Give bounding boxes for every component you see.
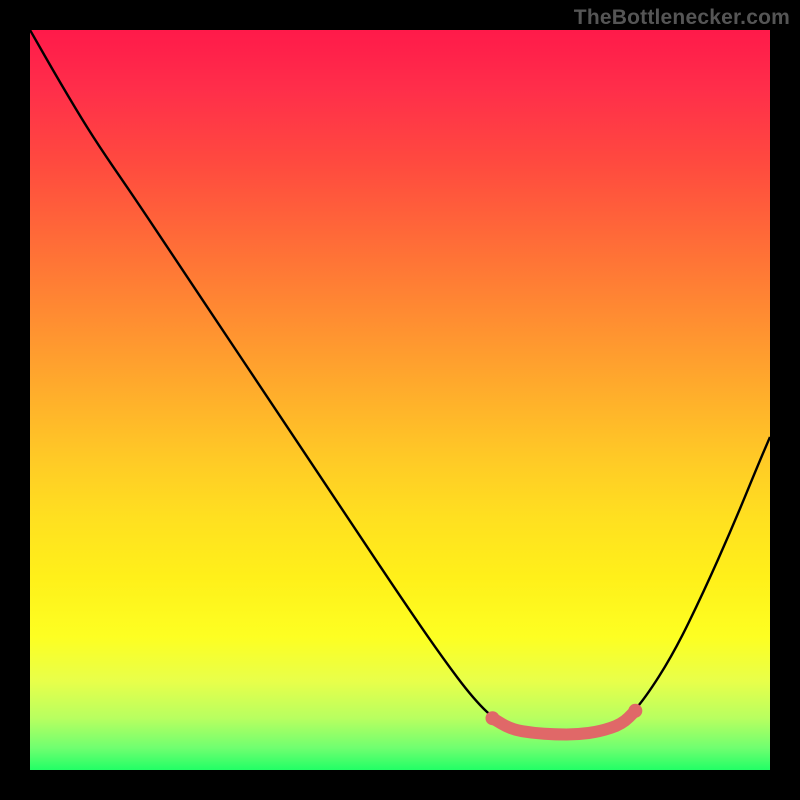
chart-canvas: TheBottlenecker.com xyxy=(0,0,800,800)
highlight-endpoint xyxy=(628,704,642,718)
gradient-background xyxy=(30,30,770,770)
plot-svg xyxy=(30,30,770,770)
plot-area xyxy=(30,30,770,770)
watermark-text: TheBottlenecker.com xyxy=(574,6,790,30)
highlight-endpoint xyxy=(486,711,500,725)
